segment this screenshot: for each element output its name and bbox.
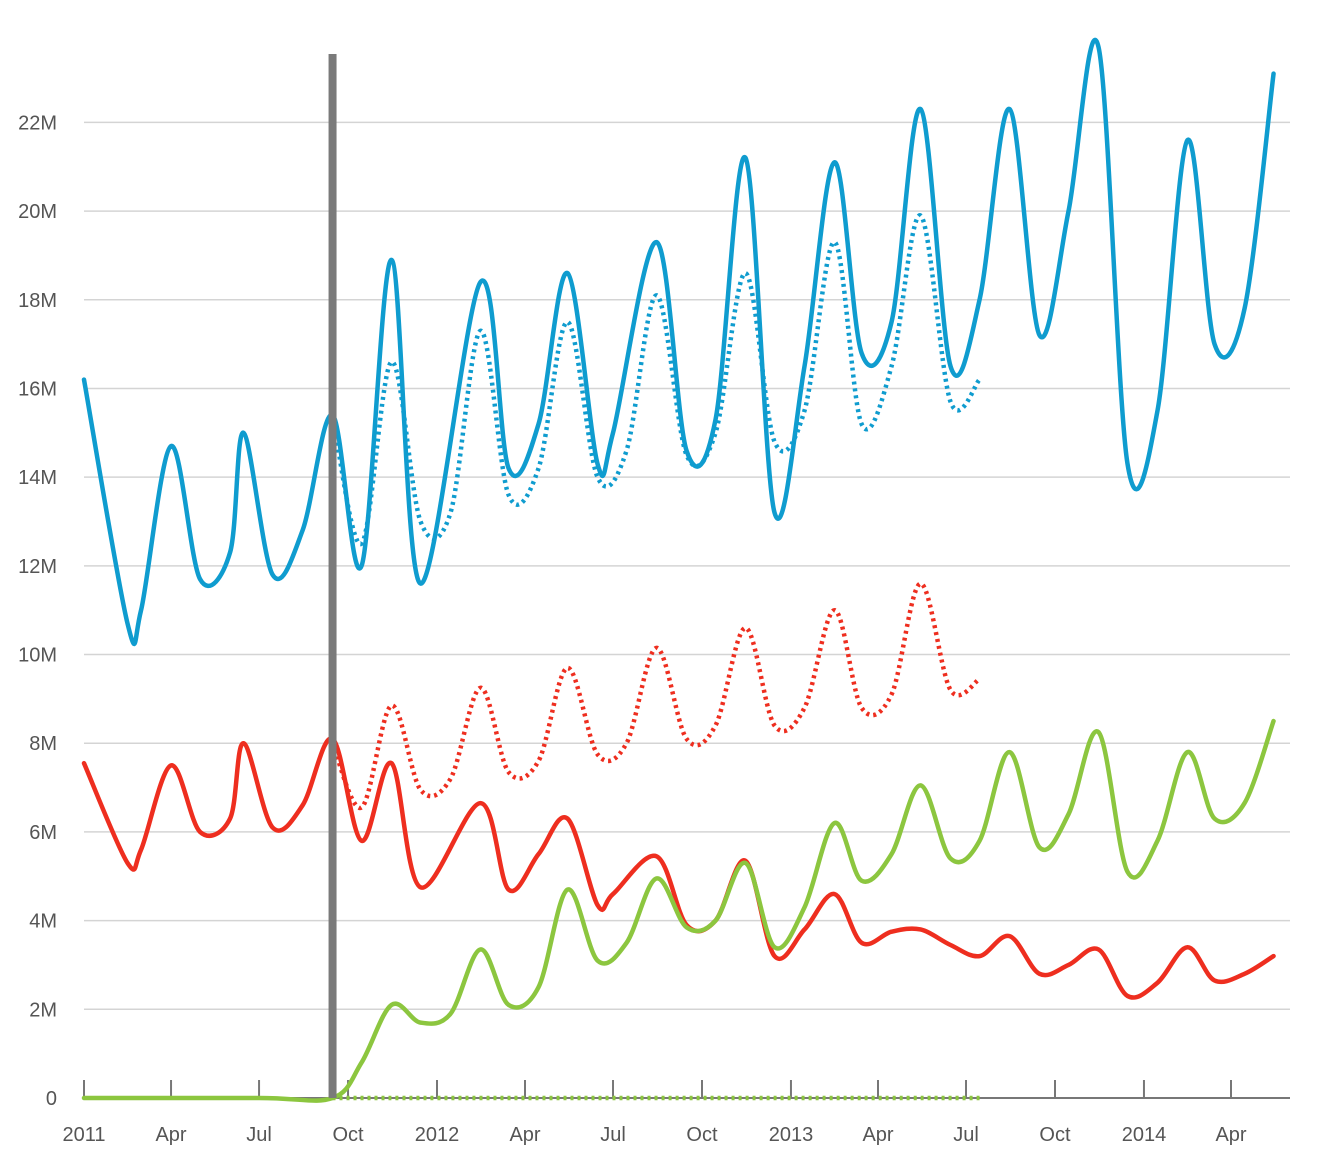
x-tick-label: Oct (332, 1124, 364, 1146)
y-tick-label: 8M (29, 733, 57, 755)
y-tick-label: 2M (29, 999, 57, 1021)
grid-layer (84, 121, 1290, 1099)
red-projected-line (330, 581, 981, 810)
y-tick-label: 14M (18, 467, 57, 489)
y-tick-label: 18M (18, 290, 57, 312)
x-tick-label: Jul (246, 1124, 272, 1146)
x-tick-label: Apr (155, 1124, 186, 1146)
y-tick-label: 0 (46, 1088, 57, 1110)
x-axis-ticks: 2011 Apr Jul Oct 2012 Apr Jul Oct 2013 Apr Jul Oct 2… (62, 1080, 1290, 1146)
green-actual-line (81, 718, 1276, 1103)
x-tick-label: Oct (686, 1124, 718, 1146)
y-tick-label: 4M (29, 911, 57, 933)
blue-projected-line (330, 213, 982, 546)
x-tick-label: Oct (1039, 1124, 1071, 1146)
x-tick-label: Apr (1215, 1124, 1246, 1146)
series-layer (81, 37, 1276, 1103)
y-tick-label: 16M (18, 378, 57, 400)
y-tick-label: 6M (29, 822, 57, 844)
x-tick-label: Apr (509, 1124, 540, 1146)
x-tick-label: Jul (953, 1124, 979, 1146)
y-tick-label: 12M (18, 556, 57, 578)
x-tick-label: 2011 (62, 1124, 105, 1146)
x-tick-label: Jul (600, 1124, 626, 1146)
y-tick-label: 10M (18, 645, 57, 667)
red-actual-line (81, 736, 1276, 1000)
y-axis-ticks: 0 2M 4M 6M 8M 10M 12M 14M 16M 18M 20M 22M (18, 112, 57, 1110)
x-tick-label: 2012 (415, 1124, 460, 1146)
x-tick-label: Apr (862, 1124, 893, 1146)
blue-actual-line (81, 37, 1276, 647)
y-tick-label: 22M (18, 112, 57, 134)
y-tick-label: 20M (18, 201, 57, 223)
x-tick-label: 2014 (1122, 1124, 1167, 1146)
x-tick-label: 2013 (769, 1124, 814, 1146)
